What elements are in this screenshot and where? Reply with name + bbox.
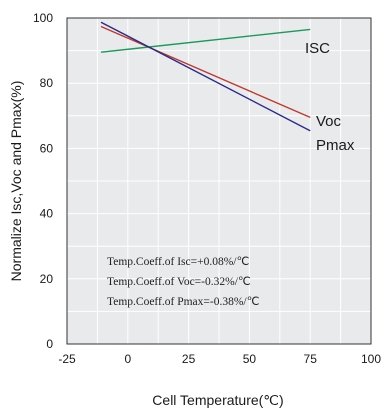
x-tick-label: 0 <box>124 352 131 366</box>
series-label-isc: ISC <box>305 40 330 57</box>
annotation-voc: Temp.Coeff.of Voc=-0.32%/℃ <box>107 276 251 288</box>
y-tick-label: 60 <box>40 141 54 155</box>
y-tick-labels: 0 20 40 60 80 100 <box>33 11 53 351</box>
series-line-pmax <box>100 21 311 132</box>
x-tick-label: 50 <box>243 352 257 366</box>
series-labels: ISC Voc Pmax <box>305 40 355 154</box>
y-tick-label: 80 <box>40 76 54 90</box>
series-label-pmax: Pmax <box>316 137 355 154</box>
series-line-isc <box>100 28 311 53</box>
y-tick-label: 20 <box>40 272 54 286</box>
series-line-voc <box>100 25 311 119</box>
x-tick-label: 75 <box>304 352 318 366</box>
y-axis-label: Normalize Isc,Voc and Pmax(%) <box>8 81 24 282</box>
y-tick-label: 0 <box>46 337 53 351</box>
x-tick-label: -25 <box>58 352 76 366</box>
x-tick-label: 25 <box>182 352 196 366</box>
plot-frame <box>66 17 372 345</box>
series-lines <box>100 21 311 132</box>
x-axis-label: Cell Temperature(℃) <box>152 392 283 408</box>
series-label-voc: Voc <box>316 113 342 130</box>
annotation-isc: Temp.Coeff.of Isc=+0.08%/℃ <box>107 256 249 268</box>
grid <box>67 18 371 344</box>
x-tick-label: 100 <box>361 352 381 366</box>
x-tick-labels: -25 0 25 50 75 100 <box>58 352 381 366</box>
y-tick-label: 40 <box>40 207 54 221</box>
annotation-pmax: Temp.Coeff.of Pmax=-0.38%/℃ <box>107 296 260 308</box>
y-tick-label: 100 <box>33 11 53 25</box>
